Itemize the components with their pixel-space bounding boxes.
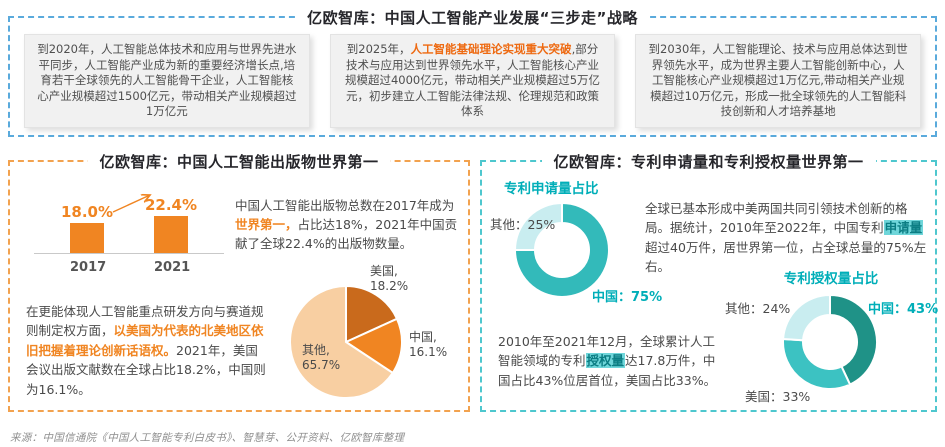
pie-label-others: 其他, 65.7% — [302, 343, 340, 373]
pie-label-others-value: 65.7% — [302, 358, 341, 372]
slice-其他 — [783, 295, 831, 342]
patent-applications-donut-chart — [515, 203, 609, 297]
pie-label-china-name: 中国, — [409, 330, 437, 344]
increase-arrow-icon — [112, 190, 156, 213]
strategy-box-2025-highlight: 人工智能基础理论实现重大突破 — [410, 42, 572, 56]
publications-paragraph-top: 中国人工智能出版物总数在2017年成为世界第一，占比达18%，2021年中国贡献… — [235, 197, 459, 253]
bar-column-2017: 18.0% — [61, 203, 113, 253]
strategy-box-2020: 到2020年，人工智能总体技术和应用与世界先进水平同步，人工智能产业成为新的重要… — [24, 34, 310, 128]
pie-label-others-name: 其他, — [302, 343, 330, 357]
x-tick-2021: 2021 — [154, 260, 191, 275]
pie-label-china-value: 16.1% — [409, 345, 448, 359]
bar-2021 — [154, 216, 188, 253]
patents-panel-title: 亿欧智库：专利申请量和专利授权量世界第一 — [541, 151, 876, 172]
grants-label-others: 其他：24% — [725, 301, 791, 316]
paragraph-text: 超过40万件，居世界第一位，占全球总量的75%左右。 — [645, 239, 927, 275]
slice-其他 — [515, 203, 563, 251]
strategy-box-2030-text: 到2030年，人工智能理论、技术与应用总体达到世界领先水平，成为世界主要人工智能… — [648, 42, 908, 118]
strategy-box-2020-text: 到2020年，人工智能总体技术和应用与世界先进水平同步，人工智能产业成为新的重要… — [37, 42, 297, 118]
bar-value-label-2017: 18.0% — [60, 203, 114, 221]
publications-pie-chart — [289, 284, 403, 399]
strategy-box-2025-text: 到2025年， — [346, 42, 411, 56]
applications-donut-title: 专利申请量占比 — [504, 181, 599, 197]
strategy-panel-title: 亿欧智库：中国人工智能产业发展“三步走”战略 — [295, 7, 650, 28]
publications-bar-chart: 18.0% 22.4% 2017 2021 — [34, 188, 224, 298]
grants-label-china: 中国：43% — [868, 302, 939, 317]
slice-中国 — [829, 295, 877, 386]
bar-chart-x-axis: 2017 2021 — [34, 260, 224, 275]
slice-其他 — [289, 284, 395, 399]
bar-2017 — [70, 223, 104, 253]
strategy-box-2025: 到2025年，人工智能基础理论实现重大突破,部分技术与应用达到世界领先水平，人工… — [329, 34, 616, 128]
publications-paragraph-bottom: 在更能体现人工智能重点研发方向与赛道规则制定权方面，以美国为代表的北美地区依旧把… — [26, 302, 270, 399]
slice-美国 — [345, 284, 399, 344]
paragraph-highlight: 授权量 — [585, 353, 626, 369]
x-tick-2017: 2017 — [70, 260, 107, 275]
publications-panel-title: 亿欧智库：中国人工智能出版物世界第一 — [87, 151, 391, 172]
source-note: 来源：中国信通院《中国人工智能专利白皮书》、智慧芽、公开资料、亿欧智库整理 — [10, 432, 405, 444]
paragraph-text: 在更能体现人工智能重点研发方向与赛道规则制定权方面， — [26, 304, 264, 339]
slice-中国 — [515, 203, 609, 297]
paragraph-highlight: 申请量 — [883, 220, 924, 236]
pie-label-us-name: 美国, — [370, 264, 398, 278]
applications-label-others: 其他：25% — [490, 217, 556, 232]
slice-美国 — [783, 338, 852, 389]
paragraph-text: 达17.8万件，中国占比43%位居首位，美国占比33%。 — [498, 353, 717, 388]
patents-paragraph-bottom: 2010年至2021年12月，全球累计人工智能领域的专利授权量达17.8万件，中… — [498, 332, 726, 390]
paragraph-highlight: 世界第一， — [235, 216, 298, 232]
paragraph-text: 2010年至2021年12月，全球累计人工智能领域的专利 — [498, 334, 716, 369]
patents-panel: 亿欧智库：专利申请量和专利授权量世界第一 专利申请量占比 其他：25% 中国：7… — [480, 151, 939, 412]
paragraph-highlight: 以美国为代表的北美地区依旧把握着理论创新话语权。 — [26, 323, 264, 358]
pie-label-us-value: 18.2% — [370, 279, 409, 293]
bar-value-label-2021: 22.4% — [144, 196, 198, 214]
patents-paragraph-top: 全球已基本形成中美两国共同引领技术创新的格局。据统计，2010年至2022年，中… — [645, 199, 927, 277]
slice-中国 — [343, 317, 403, 375]
strategy-box-2030: 到2030年，人工智能理论、技术与应用总体达到世界领先水平，成为世界主要人工智能… — [635, 34, 922, 128]
paragraph-text: 全球已基本形成中美两国共同引领技术创新的格局。据统计，2010年至2022年，中… — [645, 201, 908, 236]
grants-label-us: 美国：33% — [745, 389, 811, 404]
strategy-boxes: 到2020年，人工智能总体技术和应用与世界先进水平同步，人工智能产业成为新的重要… — [10, 18, 935, 128]
grants-donut-title: 专利授权量占比 — [783, 271, 879, 287]
patent-grants-donut-chart — [783, 295, 877, 389]
publications-panel: 亿欧智库：中国人工智能出版物世界第一 18.0% 22.4% 2017 2021 — [8, 151, 470, 412]
bar-column-2021: 22.4% — [145, 196, 197, 253]
applications-label-china: 中国：75% — [592, 290, 663, 305]
paragraph-text: 中国人工智能出版物总数在2017年成为 — [235, 198, 455, 213]
paragraph-text: 2021年，美国会议出版文献数在全球占比18.2%，中国则为16.1%。 — [26, 342, 266, 397]
bar-chart-plot-area: 18.0% 22.4% — [34, 188, 224, 254]
pie-label-us: 美国, 18.2% — [370, 264, 408, 294]
strategy-box-2025-text-post: ,部分技术与应用达到世界领先水平，人工智能核心产业规模超过4000亿元，带动相关… — [344, 42, 601, 118]
strategy-panel: 亿欧智库：中国人工智能产业发展“三步走”战略 到2020年，人工智能总体技术和应… — [8, 7, 937, 137]
paragraph-text: 占比达18%，2021年中国贡献了全球22.4%的出版物数量。 — [235, 216, 458, 251]
pie-label-china: 中国, 16.1% — [409, 330, 447, 360]
